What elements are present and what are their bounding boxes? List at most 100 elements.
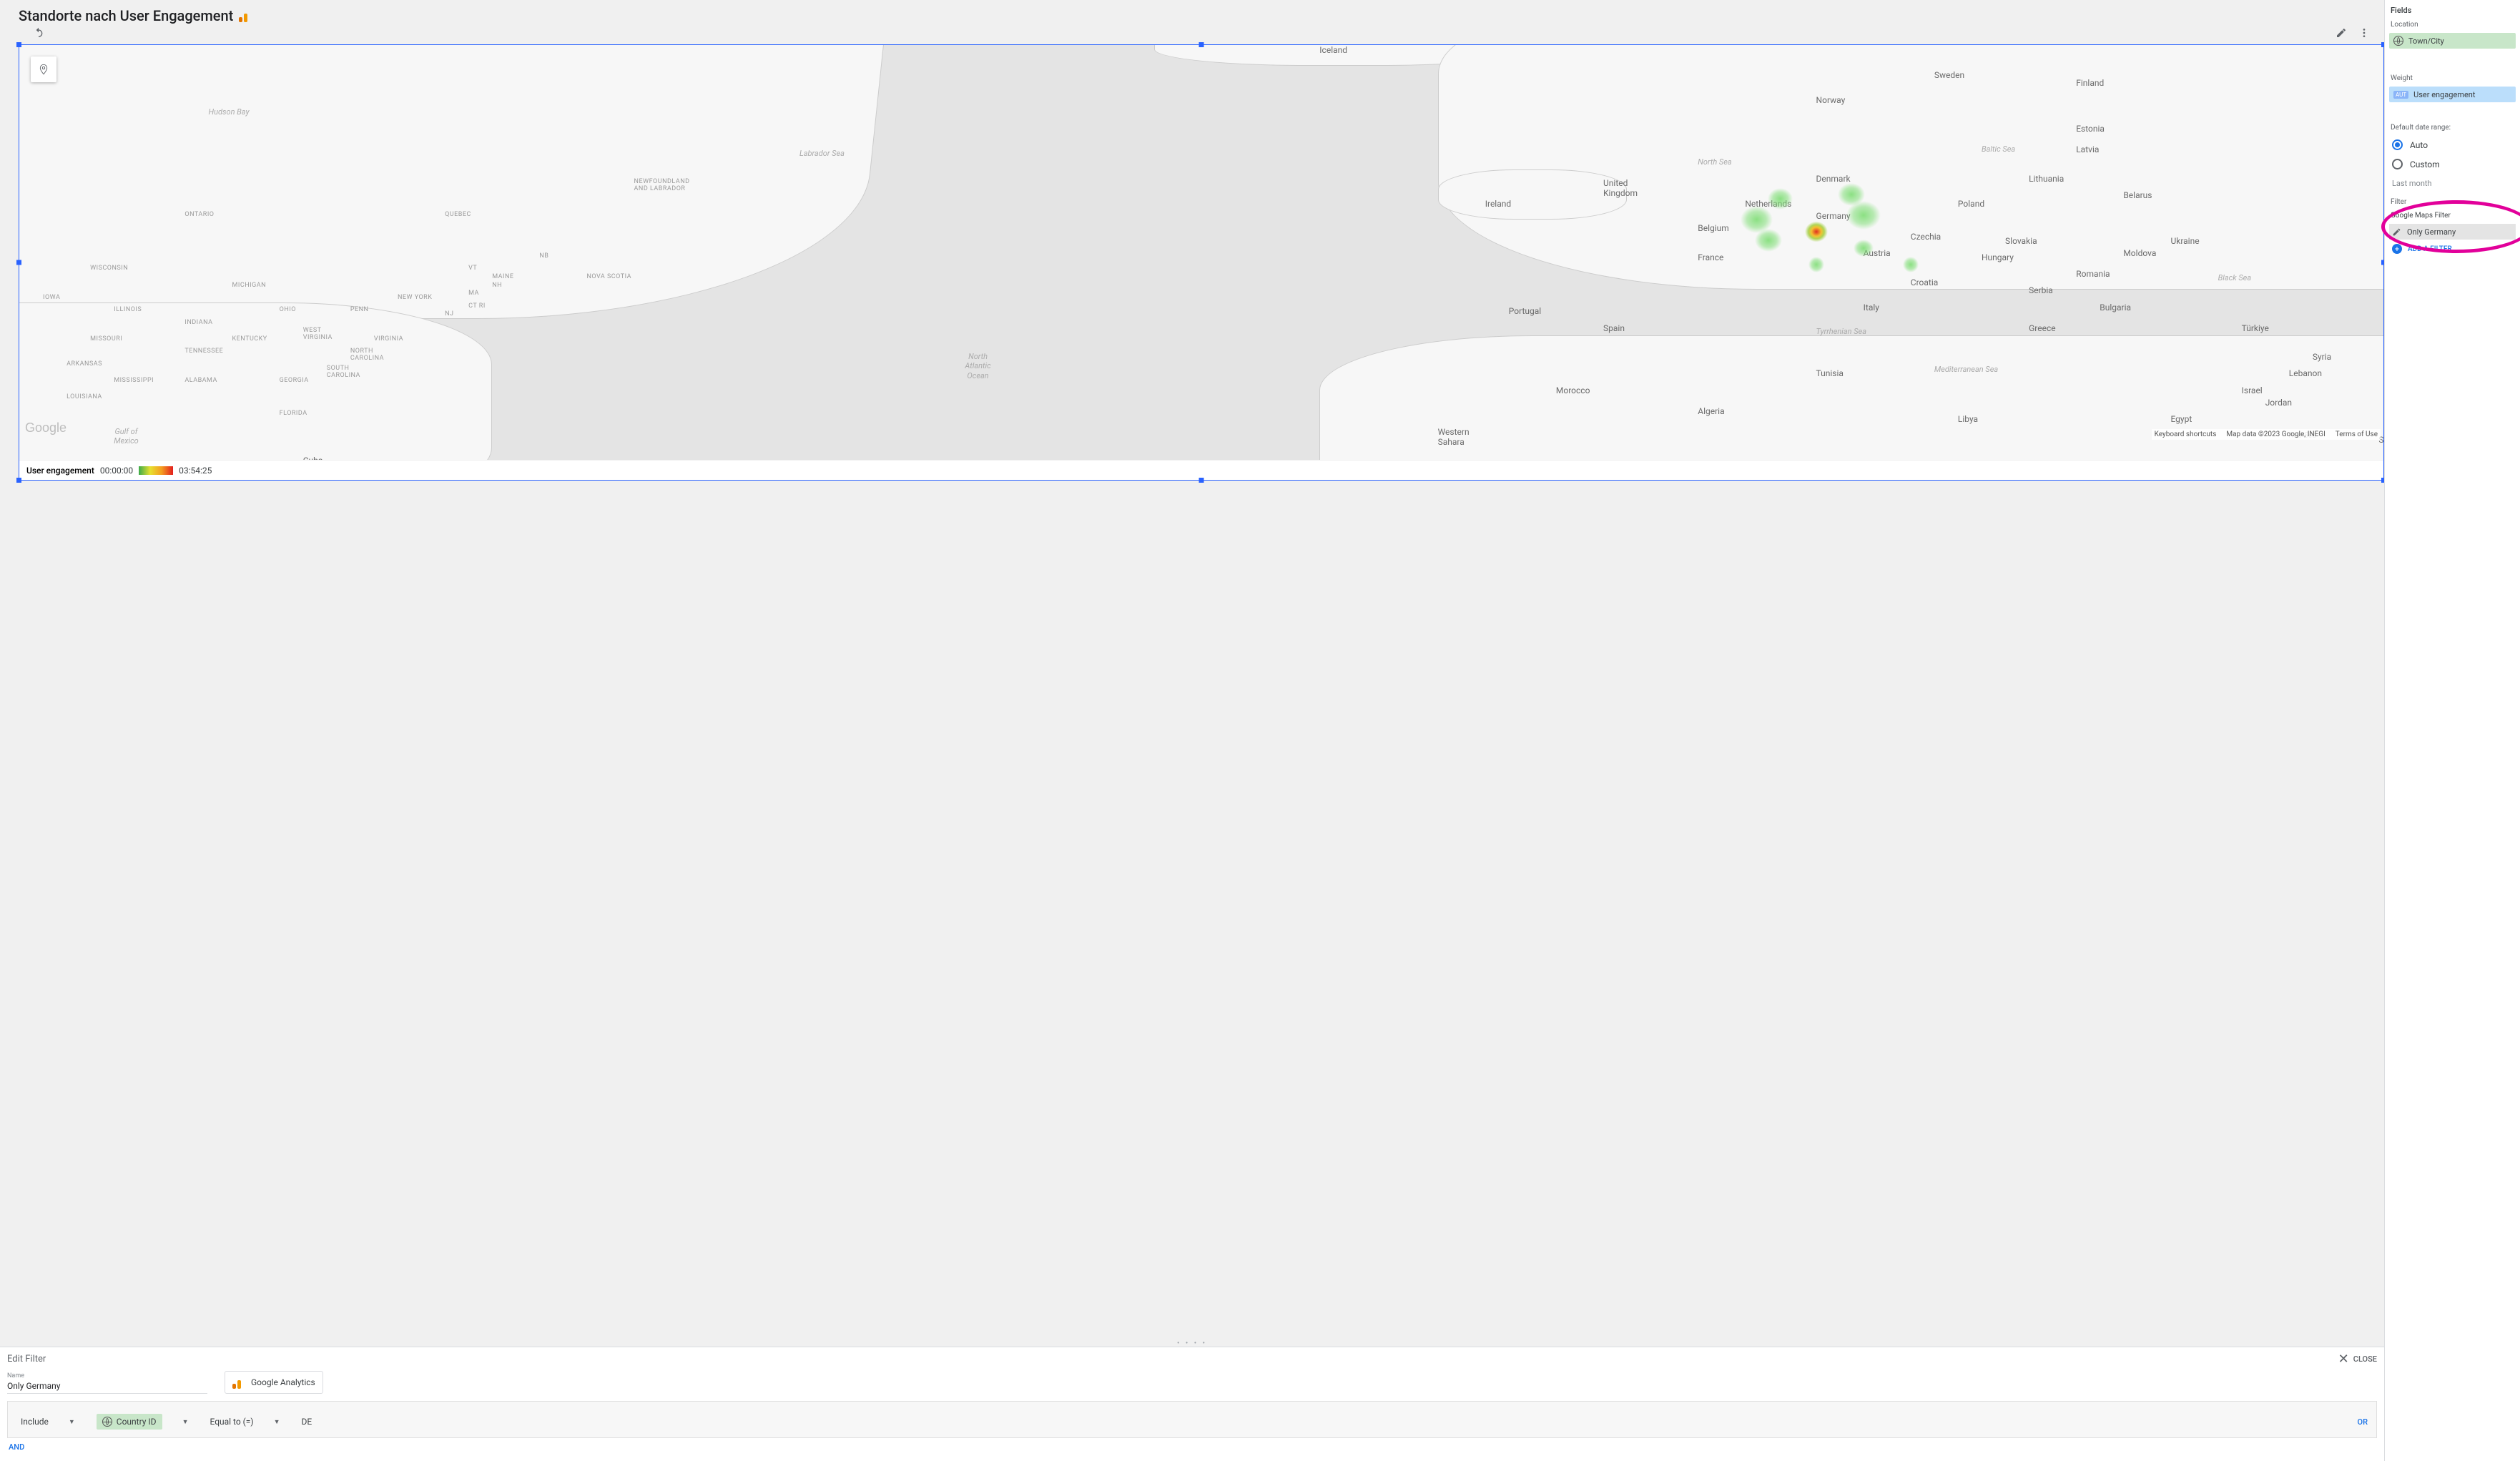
country-label: Portugal: [1509, 306, 1541, 316]
close-icon: ✕: [2338, 1352, 2349, 1367]
location-field-chip[interactable]: Town/City: [2389, 33, 2516, 49]
state-label: MICHIGAN: [232, 282, 266, 289]
country-label: Czechia: [1911, 232, 1941, 242]
value-input[interactable]: DE: [297, 1412, 316, 1432]
selection-handle[interactable]: [1199, 42, 1204, 47]
radio-icon: [2392, 139, 2403, 150]
date-range-heading: Default date range:: [2389, 122, 2516, 134]
country-label: Ireland: [1485, 199, 1511, 209]
date-auto-radio[interactable]: Auto: [2389, 136, 2516, 154]
selection-handle[interactable]: [16, 478, 21, 483]
land-na: [19, 45, 885, 319]
state-label: ARKANSAS: [67, 360, 102, 368]
country-label: Romania: [2076, 269, 2110, 279]
country-label: Denmark: [1816, 174, 1851, 184]
state-label: NJ: [445, 310, 453, 318]
last-month-label: Last month: [2389, 174, 2516, 195]
map-canvas[interactable]: Hudson Bay Labrador Sea NorthAtlanticOcean…: [19, 45, 2383, 460]
selection-handle[interactable]: [16, 42, 21, 47]
country-label: UnitedKingdom: [1603, 178, 1638, 198]
country-label: Germany: [1816, 211, 1851, 221]
state-label: IOWA: [43, 294, 60, 301]
heatmap-legend: User engagement 00:00:00 03:54:25: [19, 460, 2383, 480]
state-label: MISSOURI: [90, 335, 122, 343]
include-exclude-dropdown[interactable]: Include ▼: [16, 1412, 79, 1432]
chevron-down-icon: ▼: [274, 1418, 280, 1426]
country-label: Hungary: [1982, 252, 2014, 262]
close-button[interactable]: ✕ CLOSE: [2338, 1352, 2377, 1367]
country-label: Tunisia: [1816, 368, 1844, 378]
map-chart[interactable]: Hudson Bay Labrador Sea NorthAtlanticOcean…: [19, 44, 2384, 481]
state-label: GEORGIA: [280, 377, 309, 384]
water-label: Gulf ofMexico: [114, 427, 139, 446]
country-label: Algeria: [1698, 406, 1724, 416]
selection-handle[interactable]: [1199, 478, 1204, 483]
edit-pencil-icon[interactable]: [2336, 27, 2347, 41]
state-label: ILLINOIS: [114, 306, 142, 313]
and-button[interactable]: AND: [9, 1442, 24, 1452]
value-text: DE: [301, 1417, 312, 1427]
datasource-selector[interactable]: Google Analytics: [225, 1371, 323, 1394]
country-label: Poland: [1958, 199, 1984, 209]
country-label: Croatia: [1911, 277, 1939, 287]
legend-min: 00:00:00: [100, 466, 133, 476]
date-custom-radio[interactable]: Custom: [2389, 155, 2516, 173]
filter-name-input[interactable]: Only Germany: [7, 1381, 207, 1394]
water-label: NorthAtlanticOcean: [965, 352, 990, 380]
globe-icon: [102, 1417, 112, 1427]
state-label: SOUTHCAROLINA: [327, 365, 360, 379]
state-label: MISSISSIPPI: [114, 377, 154, 384]
state-label: MA: [468, 290, 479, 297]
country-label: Bulgaria: [2100, 302, 2131, 313]
country-label: Moldova: [2123, 248, 2156, 258]
legend-max: 03:54:25: [179, 466, 212, 476]
state-label: VT: [468, 265, 477, 272]
water-label: Black Sea: [2218, 273, 2252, 282]
country-label: Slovakia: [2005, 236, 2037, 246]
water-label: Hudson Bay: [208, 107, 249, 117]
state-label: ALABAMA: [184, 377, 217, 384]
filter-item-label: Only Germany: [2407, 227, 2456, 237]
panel-drag-handle[interactable]: • • • •: [0, 1339, 2384, 1347]
map-attribution: Map data ©2023 Google, INEGI: [2226, 431, 2325, 438]
state-label: NH: [492, 282, 502, 289]
country-label: Syria: [2313, 352, 2331, 362]
map-zoom-control[interactable]: [31, 56, 56, 82]
weight-field-chip[interactable]: AUT User engagement: [2389, 87, 2516, 102]
chevron-down-icon: ▼: [69, 1418, 75, 1426]
country-label: Türkiye: [2242, 323, 2269, 333]
plus-icon: +: [2392, 244, 2402, 254]
add-filter-button[interactable]: + ADD A FILTER: [2389, 241, 2516, 257]
operator-dropdown[interactable]: Equal to (=) ▼: [205, 1412, 284, 1432]
country-label: Finland: [2076, 78, 2104, 88]
globe-icon: [2393, 36, 2403, 46]
or-button[interactable]: OR: [2357, 1417, 2368, 1427]
country-label: Israel: [2242, 385, 2263, 395]
water-label: Labrador Sea: [799, 149, 845, 158]
filter-name-label: Name: [7, 1372, 207, 1379]
operator-label: Equal to (=): [210, 1417, 253, 1427]
state-label: NEW YORK: [398, 294, 432, 301]
location-field-label: Town/City: [2408, 36, 2444, 46]
chevron-down-icon: ▼: [182, 1418, 189, 1426]
close-label: CLOSE: [2353, 1354, 2377, 1364]
legend-metric: User engagement: [26, 466, 94, 476]
state-label: PENN: [350, 306, 369, 313]
analytics-icon: [239, 9, 252, 22]
weight-field-label: User engagement: [2413, 90, 2475, 99]
radio-icon: [2392, 159, 2403, 169]
keyboard-shortcuts-link[interactable]: Keyboard shortcuts: [2155, 431, 2217, 438]
selection-handle[interactable]: [16, 260, 21, 265]
filter-item[interactable]: Only Germany: [2389, 224, 2516, 240]
field-dropdown[interactable]: Country ID ▼: [92, 1412, 193, 1432]
water-label: Mediterranean Sea: [1934, 365, 1998, 374]
state-label: NEWFOUNDLANDAND LABRADOR: [634, 178, 690, 192]
undo-icon[interactable]: [33, 27, 44, 41]
terms-link[interactable]: Terms of Use: [2336, 431, 2378, 438]
weight-subheading: Weight: [2389, 73, 2516, 85]
state-label: INDIANA: [184, 319, 212, 326]
more-vert-icon[interactable]: [2358, 27, 2370, 41]
state-label: NOVA SCOTIA: [586, 273, 631, 280]
country-label: Jordan: [2265, 398, 2292, 408]
country-label: Serbia: [2029, 285, 2053, 295]
